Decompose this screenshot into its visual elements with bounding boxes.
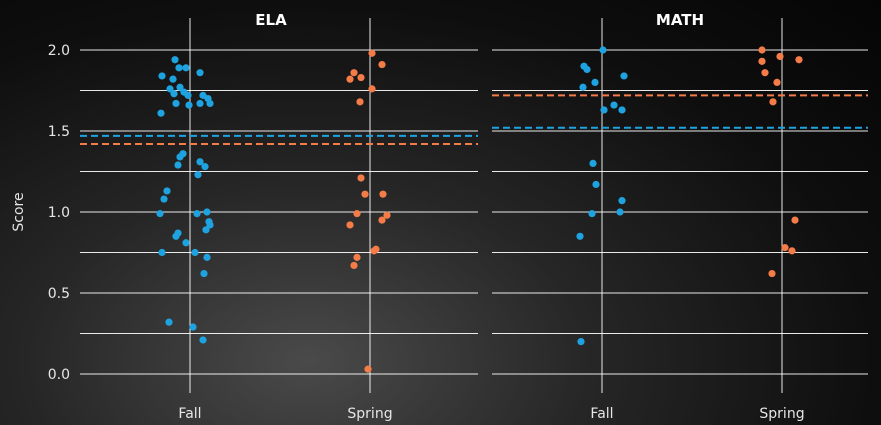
y-tick-label: 1.5 [48,124,70,140]
y-tick-label: 2.0 [48,43,70,59]
y-tick-label: 1.0 [48,205,70,221]
data-point-fall [165,318,173,326]
data-point-fall [576,232,584,240]
data-point-spring [383,211,391,219]
data-point-spring [776,52,784,61]
panel-title: ELA [255,11,287,29]
data-point-spring [353,210,361,218]
data-point-fall [202,226,210,234]
panel-title: MATH [656,11,704,29]
data-point-spring [368,85,376,93]
data-point-fall [620,72,628,80]
data-point-spring [357,73,365,82]
data-point-spring [781,244,789,252]
y-tick-label: 0.5 [48,286,70,302]
x-tick-label: Fall [178,406,201,422]
data-point-spring [761,69,769,77]
data-point-fall [175,64,183,72]
y-axis-label: Score [11,192,27,231]
data-point-fall [171,56,179,64]
data-point-fall [618,197,626,205]
data-point-fall [169,75,177,83]
data-point-fall [618,106,626,114]
data-point-fall [200,269,208,278]
data-point-fall [163,187,171,195]
data-point-fall [591,78,599,86]
data-point-spring [378,60,386,69]
data-point-fall [166,85,174,93]
panel-math: MATH Fall Spring [492,11,868,422]
data-point-spring [356,98,364,106]
data-point-fall [600,106,608,114]
data-point-fall [610,101,618,109]
data-point-fall [199,336,207,344]
data-point-fall [201,163,209,171]
data-point-spring [361,190,369,198]
data-point-fall [577,338,585,346]
data-point-fall [174,161,182,169]
data-point-fall [182,239,190,247]
data-point-fall [182,64,190,72]
data-point-fall [156,210,164,218]
x-tick-label: Spring [759,406,804,422]
data-point-fall [157,109,165,117]
data-point-spring [788,247,796,255]
data-point-fall [206,221,214,229]
data-point-spring [350,261,358,270]
data-point-fall [588,210,596,218]
data-point-fall [176,83,184,91]
data-point-fall [174,229,182,237]
data-point-fall [185,101,193,109]
data-point-fall [158,72,166,80]
data-point-spring [791,216,799,224]
data-point-fall [194,171,202,179]
data-point-spring [758,57,766,65]
data-point-spring [773,78,781,86]
x-tick-label: Spring [347,406,392,422]
data-point-spring [795,56,803,64]
data-point-fall [160,195,168,203]
data-point-fall [196,69,204,77]
data-point-spring [379,190,387,198]
data-point-spring [350,69,358,77]
data-point-fall [184,91,192,99]
y-tick-label: 0.0 [48,367,70,383]
x-tick-label: Fall [590,406,613,422]
panels-layer: ELA 0.0 0.5 1.0 1.5 2.0 Fall Spring MATH Fall Spri… [48,11,868,422]
data-point-spring [372,245,380,253]
data-point-fall [196,158,204,166]
data-point-spring [368,49,376,57]
data-point-spring [378,216,386,224]
data-point-fall [170,90,178,98]
data-point-spring [758,46,766,54]
data-point-fall [203,253,211,261]
data-point-fall [203,208,211,216]
data-point-fall [158,248,166,257]
data-point-fall [191,248,199,257]
data-point-fall [196,99,204,108]
data-point-fall [589,159,597,167]
data-point-spring [346,75,354,83]
data-point-fall [193,210,201,218]
data-point-spring [364,365,372,373]
data-point-fall [189,323,197,331]
data-point-fall [206,99,214,108]
data-point-fall [579,83,587,91]
panel-ela: ELA 0.0 0.5 1.0 1.5 2.0 Fall Spring [48,11,478,422]
data-point-fall [583,65,591,74]
data-point-spring [768,269,776,278]
data-point-fall [616,208,624,216]
data-point-spring [346,221,354,229]
data-point-fall [592,180,600,189]
data-point-spring [353,253,361,261]
data-point-spring [769,98,777,106]
data-point-fall [172,99,180,108]
data-point-fall [179,150,187,158]
data-point-spring [357,174,365,182]
data-point-fall [599,46,607,54]
